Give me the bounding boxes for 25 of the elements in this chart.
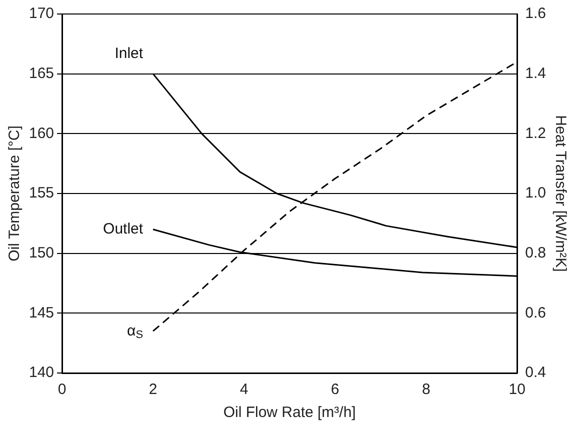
x-tick-label: 10: [508, 381, 526, 398]
y2-tick-label: 0.6: [525, 304, 546, 322]
y-tick-label: 155: [28, 184, 54, 202]
y-tick-label: 140: [28, 364, 54, 382]
y2-axis-title: Heat Transfer [kW/m²K]: [552, 115, 569, 272]
y-axis-title: Oil Temperature [°C]: [6, 126, 24, 262]
y-tick-label: 150: [28, 244, 54, 262]
y2-tick-label: 1.2: [525, 124, 546, 142]
x-tick-label: 2: [148, 381, 158, 398]
y-tick-label: 165: [28, 64, 54, 82]
x-tick-label: 8: [422, 381, 430, 398]
x-tick-label: 4: [240, 381, 248, 398]
x-tick-label: 6: [330, 381, 340, 398]
series-label: Outlet: [103, 220, 144, 238]
y2-tick-label: 1.0: [525, 184, 546, 202]
y2-tick-label: 1.4: [525, 64, 546, 82]
y2-tick-label: 0.8: [525, 244, 546, 262]
y-tick-label: 170: [28, 5, 54, 22]
series-label: Inlet: [114, 44, 144, 62]
y-tick-label: 145: [28, 304, 54, 322]
y2-tick-label: 1.6: [525, 5, 546, 22]
x-tick-label: 0: [58, 381, 66, 398]
y2-tick-label: 0.4: [525, 364, 546, 382]
x-axis-title: Oil Flow Rate [m³/h]: [223, 404, 356, 422]
y-tick-label: 160: [28, 124, 54, 142]
